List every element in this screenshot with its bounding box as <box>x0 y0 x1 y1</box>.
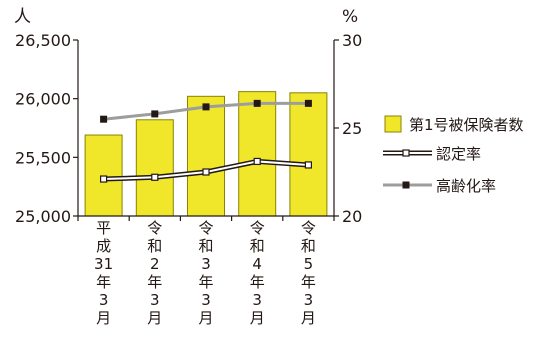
x-category-char: 3 <box>201 291 211 309</box>
x-category-char: 月 <box>250 309 265 327</box>
x-category-char: 月 <box>198 309 213 327</box>
legend-swatch-bar <box>384 115 402 133</box>
x-category-char: 3 <box>150 291 160 309</box>
bar-series <box>84 91 328 217</box>
bar <box>289 92 328 217</box>
x-category-char: 和 <box>147 237 162 255</box>
x-category-char: 年 <box>147 273 162 291</box>
x-category-char: 4 <box>252 255 262 273</box>
legend-item-bar: 第1号被保険者数 <box>384 115 524 134</box>
legend-swatch-marker <box>402 149 410 157</box>
ninteiritsu-point <box>99 175 108 183</box>
x-category-char: 年 <box>301 273 316 291</box>
right-tick-label: 20 <box>342 207 362 226</box>
right-axis-unit: % <box>342 7 358 27</box>
legend-label: 第1号被保険者数 <box>409 116 524 134</box>
line-series <box>99 99 312 183</box>
koureikaritsu-point <box>202 103 210 111</box>
x-category-char: 和 <box>250 237 265 255</box>
koureikaritsu-point <box>151 110 159 118</box>
x-category-char: 令 <box>147 219 162 237</box>
x-category-char: 3 <box>252 291 262 309</box>
x-category-char: 令 <box>301 219 316 237</box>
left-tick-label: 25,500 <box>15 148 71 167</box>
x-category-char: 平 <box>96 219 111 237</box>
right-tick-label: 30 <box>342 31 362 50</box>
x-category-char: 3 <box>99 291 109 309</box>
legend-swatch-marker <box>402 181 410 189</box>
left-axis-unit: 人 <box>14 7 31 27</box>
x-category-char: 令 <box>250 219 265 237</box>
left-tick-label: 25,000 <box>15 207 71 226</box>
bar <box>238 91 277 217</box>
x-category-char: 月 <box>147 309 162 327</box>
x-category-char: 年 <box>250 273 265 291</box>
legend-item-koureikaritsu: 高齢化率 <box>383 177 496 195</box>
ninteiritsu-point <box>253 157 261 166</box>
x-category-char: 和 <box>198 237 213 255</box>
ninteiritsu-point <box>202 168 210 176</box>
koureikaritsu-point <box>253 99 261 107</box>
koureikaritsu-point <box>304 99 312 107</box>
x-category-char: 成 <box>96 237 111 255</box>
ninteiritsu-point <box>151 173 159 181</box>
bar <box>187 95 225 217</box>
ninteiritsu-point <box>304 161 312 169</box>
x-category-char: 令 <box>198 219 213 237</box>
x-category-char: 31 <box>94 255 113 273</box>
x-category-char: 年 <box>96 273 111 291</box>
right-tick-label: 25 <box>342 119 362 138</box>
left-tick-label: 26,500 <box>15 31 71 50</box>
left-tick-label: 26,000 <box>15 90 71 109</box>
legend-label: 高齢化率 <box>436 177 496 195</box>
x-category-char: 3 <box>304 291 314 309</box>
x-category-char: 月 <box>301 309 316 327</box>
bar <box>135 119 174 217</box>
x-category-char: 3 <box>201 255 211 273</box>
x-category-char: 5 <box>304 255 314 273</box>
x-category-char: 月 <box>96 309 111 327</box>
legend-item-ninteiritsu: 認定率 <box>383 145 481 163</box>
koureikaritsu-point <box>100 115 108 123</box>
legend-label: 認定率 <box>436 145 481 163</box>
x-category-char: 年 <box>198 273 213 291</box>
x-category-char: 和 <box>301 237 316 255</box>
x-category-char: 2 <box>150 255 160 273</box>
